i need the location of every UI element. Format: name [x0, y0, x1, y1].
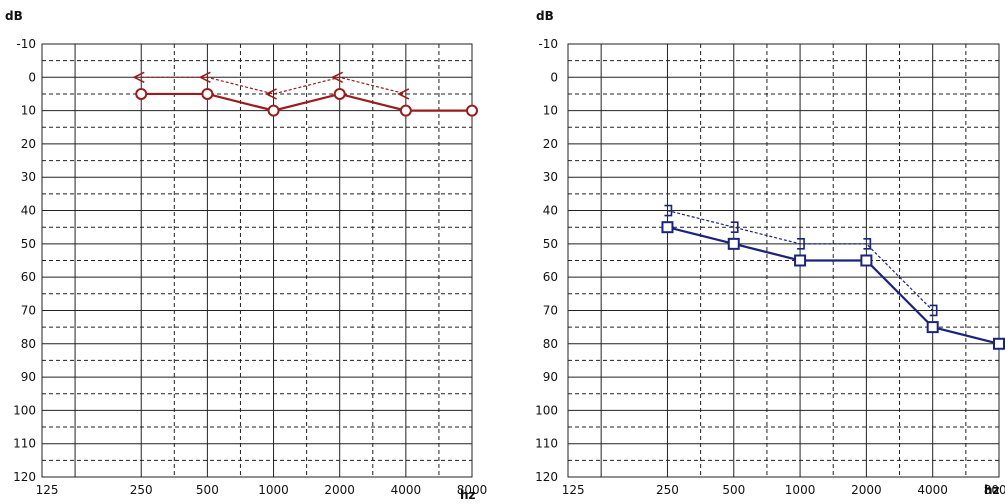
series-line	[667, 209, 934, 311]
data-point-less-than	[397, 88, 410, 100]
x-tick-label: 500	[722, 483, 745, 497]
y-tick-label: 50	[21, 237, 36, 251]
x-tick-label: 125	[36, 483, 59, 497]
x-tick-label: 4000	[917, 483, 948, 497]
series-line	[141, 76, 406, 95]
data-point-circle	[466, 104, 478, 117]
y-tick-label: 110	[13, 437, 36, 451]
data-point-square	[993, 337, 1005, 350]
y-tick-label: 30	[543, 170, 558, 184]
series-line	[141, 92, 472, 112]
y-axis-label: dB	[536, 9, 554, 23]
y-tick-label: 90	[543, 370, 558, 384]
x-tick-label: 8000	[984, 483, 1005, 497]
data-point-bracket	[664, 204, 673, 217]
data-point-less-than	[132, 71, 145, 84]
data-point-bracket	[929, 304, 938, 317]
y-tick-label: 80	[21, 337, 36, 351]
x-tick-label: 2000	[851, 483, 882, 497]
x-axis-label: hz	[460, 488, 476, 502]
data-point-circle	[267, 104, 280, 117]
data-point-circle	[135, 87, 148, 100]
series-square	[661, 221, 1005, 350]
data-point-bracket	[797, 238, 805, 250]
y-tick-label: 110	[535, 437, 558, 451]
data-point-square	[661, 221, 674, 234]
y-tick-label: 0	[550, 70, 558, 84]
data-point-square	[727, 237, 740, 250]
y-tick-label: 10	[21, 104, 36, 118]
y-tick-label: 60	[21, 270, 36, 284]
data-point-square	[926, 321, 939, 334]
series-right-bracket	[664, 204, 938, 317]
x-tick-label: 4000	[391, 483, 422, 497]
x-tick-label: 250	[656, 483, 679, 497]
y-tick-label: 20	[21, 137, 36, 151]
data-point-square	[860, 254, 873, 267]
data-point-less-than	[198, 71, 211, 84]
y-tick-label: 40	[543, 204, 558, 218]
x-tick-label: 125	[562, 483, 585, 497]
y-tick-label: 30	[21, 170, 36, 184]
x-tick-label: 8000	[457, 483, 488, 497]
data-point-circle	[333, 87, 346, 100]
y-tick-label: -10	[538, 37, 558, 51]
audiogram-right: -10 0 10 20 30 40 50 60 70 80 90 100 110 120 125 250 500…	[535, 9, 1005, 497]
y-tick-label: 70	[543, 303, 558, 317]
x-tick-label: 2000	[324, 483, 355, 497]
series-line	[667, 226, 1000, 345]
y-tick-label: 120	[13, 470, 36, 484]
x-axis-label: hz	[984, 483, 1000, 497]
x-tick-label: 250	[130, 483, 153, 497]
y-tick-label: 90	[21, 370, 36, 384]
y-tick-label: 40	[21, 204, 36, 218]
y-tick-label: -10	[16, 37, 36, 51]
y-tick-label: 100	[535, 403, 558, 417]
y-tick-label: 120	[535, 470, 558, 484]
data-point-bracket	[863, 238, 872, 250]
series-circle	[135, 87, 478, 117]
x-tick-label: 1000	[258, 483, 289, 497]
data-point-less-than	[264, 88, 277, 100]
y-axis-label: dB	[5, 9, 23, 23]
data-point-circle	[399, 104, 412, 117]
y-tick-label: 20	[543, 137, 558, 151]
data-point-circle	[201, 87, 214, 100]
y-tick-label: 100	[13, 403, 36, 417]
y-tick-label: 60	[543, 270, 558, 284]
x-tick-label: 1000	[785, 483, 816, 497]
series-less-than	[132, 71, 410, 100]
data-point-less-than	[330, 71, 344, 84]
data-point-bracket	[730, 221, 739, 233]
y-tick-label: 80	[543, 337, 558, 351]
data-point-square	[794, 254, 807, 267]
y-tick-label: 0	[28, 70, 36, 84]
y-tick-label: 70	[21, 303, 36, 317]
y-tick-label: 50	[543, 237, 558, 251]
x-tick-label: 500	[196, 483, 219, 497]
y-tick-label: 10	[543, 104, 558, 118]
